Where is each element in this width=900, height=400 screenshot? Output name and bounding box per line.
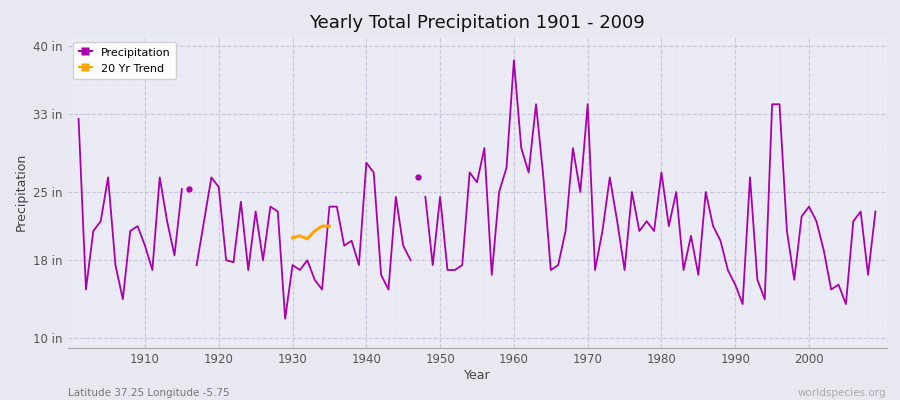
X-axis label: Year: Year — [464, 369, 490, 382]
Text: Latitude 37.25 Longitude -5.75: Latitude 37.25 Longitude -5.75 — [68, 388, 230, 398]
Legend: Precipitation, 20 Yr Trend: Precipitation, 20 Yr Trend — [73, 42, 176, 79]
Title: Yearly Total Precipitation 1901 - 2009: Yearly Total Precipitation 1901 - 2009 — [309, 14, 645, 32]
Text: worldspecies.org: worldspecies.org — [798, 388, 886, 398]
Y-axis label: Precipitation: Precipitation — [14, 153, 28, 231]
